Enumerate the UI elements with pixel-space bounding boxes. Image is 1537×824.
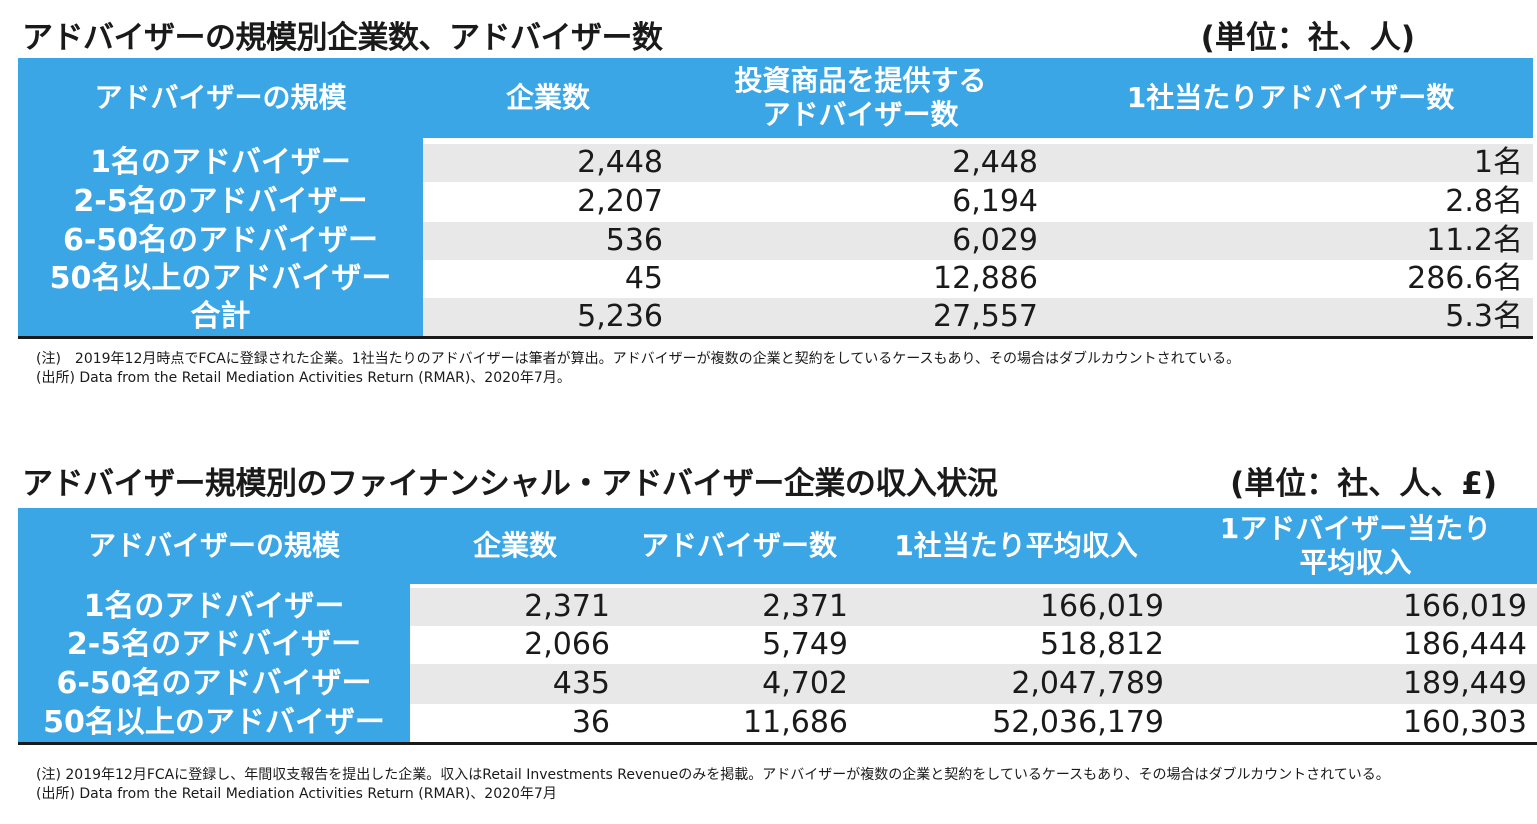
table2: アドバイザーの規模 企業数 アドバイザー数 1社当たり平均収入 1アドバイザー当… [18,508,1537,745]
table-row: 2-5名のアドバイザー 2,207 6,194 2.8名 [18,182,1533,222]
cell-advisers: 4,702 [620,664,858,704]
cell-firms: 2,207 [423,182,673,222]
table1-header-per-firm: 1社当たりアドバイザー数 [1048,58,1533,138]
cell-firms: 2,448 [423,144,673,182]
table1-header-firms: 企業数 [423,58,673,138]
row-label: 50名以上のアドバイザー [18,704,410,744]
table1-header-size: アドバイザーの規模 [18,58,423,138]
table1-unit: (単位：社、人) [1200,20,1415,56]
table-row: 50名以上のアドバイザー 45 12,886 286.6名 [18,260,1533,298]
cell-advisers: 6,029 [673,222,1048,260]
cell-avg-revenue: 518,812 [858,626,1174,664]
table1: アドバイザーの規模 企業数 投資商品を提供する アドバイザー数 1社当たりアドバ… [18,58,1533,339]
table2-header-avg-per-adviser: 1アドバイザー当たり 平均収入 [1174,508,1537,584]
table2-header-avg-revenue: 1社当たり平均収入 [858,508,1174,584]
cell-firms: 5,236 [423,298,673,338]
cell-advisers: 2,371 [620,588,858,626]
table2-note: (注) 2019年12月FCAに登録し、年間収支報告を提出した企業。収入はRet… [36,767,1390,783]
cell-per-firm: 5.3名 [1048,298,1533,338]
cell-advisers: 5,749 [620,626,858,664]
table2-unit: (単位：社、人、£) [1230,466,1497,502]
table-row: 6-50名のアドバイザー 435 4,702 2,047,789 189,449 [18,664,1537,704]
cell-avg-revenue: 166,019 [858,588,1174,626]
table-row: 1名のアドバイザー 2,371 2,371 166,019 166,019 [18,588,1537,626]
cell-avg-per-adviser: 166,019 [1174,588,1537,626]
table2-title: アドバイザー規模別のファイナンシャル・アドバイザー企業の収入状況 [22,466,998,502]
cell-avg-per-adviser: 186,444 [1174,626,1537,664]
table2-title-row: アドバイザー規模別のファイナンシャル・アドバイザー企業の収入状況 (単位：社、人… [22,458,1515,503]
cell-firms: 2,066 [410,626,620,664]
cell-avg-revenue: 2,047,789 [858,664,1174,704]
table1-source: (出所) Data from the Retail Mediation Acti… [36,370,571,386]
cell-avg-per-adviser: 189,449 [1174,664,1537,704]
table2-header-advisers: アドバイザー数 [620,508,858,584]
cell-firms: 435 [410,664,620,704]
table1-note: (注) 2019年12月時点でFCAに登録された企業。1社当たりのアドバイザーは… [36,351,1241,367]
cell-advisers: 27,557 [673,298,1048,338]
table1-header-advisers: 投資商品を提供する アドバイザー数 [673,58,1048,138]
cell-firms: 536 [423,222,673,260]
table-row-total: 合計 5,236 27,557 5.3名 [18,298,1533,338]
cell-per-firm: 286.6名 [1048,260,1533,298]
table2-source: (出所) Data from the Retail Mediation Acti… [36,786,557,802]
table-row: 6-50名のアドバイザー 536 6,029 11.2名 [18,222,1533,260]
table2-header-size: アドバイザーの規模 [18,508,410,584]
row-label: 6-50名のアドバイザー [18,222,423,260]
cell-advisers: 11,686 [620,704,858,744]
table2-header-row: アドバイザーの規模 企業数 アドバイザー数 1社当たり平均収入 1アドバイザー当… [18,508,1537,584]
row-label: 6-50名のアドバイザー [18,664,410,704]
cell-firms: 36 [410,704,620,744]
cell-per-firm: 11.2名 [1048,222,1533,260]
cell-firms: 45 [423,260,673,298]
cell-per-firm: 1名 [1048,144,1533,182]
table1-title: アドバイザーの規模別企業数、アドバイザー数 [22,20,663,56]
row-label: 1名のアドバイザー [18,588,410,626]
row-label: 合計 [18,298,423,338]
cell-advisers: 2,448 [673,144,1048,182]
cell-advisers: 12,886 [673,260,1048,298]
cell-avg-per-adviser: 160,303 [1174,704,1537,744]
row-label: 2-5名のアドバイザー [18,182,423,222]
table-row: 1名のアドバイザー 2,448 2,448 1名 [18,144,1533,182]
table2-header-firms: 企業数 [410,508,620,584]
cell-advisers: 6,194 [673,182,1048,222]
cell-firms: 2,371 [410,588,620,626]
row-label: 2-5名のアドバイザー [18,626,410,664]
cell-avg-revenue: 52,036,179 [858,704,1174,744]
table-row: 2-5名のアドバイザー 2,066 5,749 518,812 186,444 [18,626,1537,664]
table-row: 50名以上のアドバイザー 36 11,686 52,036,179 160,30… [18,704,1537,744]
table1-title-row: アドバイザーの規模別企業数、アドバイザー数 (単位：社、人) [22,12,1515,57]
table1-header-row: アドバイザーの規模 企業数 投資商品を提供する アドバイザー数 1社当たりアドバ… [18,58,1533,138]
row-label: 50名以上のアドバイザー [18,260,423,298]
cell-per-firm: 2.8名 [1048,182,1533,222]
row-label: 1名のアドバイザー [18,144,423,182]
